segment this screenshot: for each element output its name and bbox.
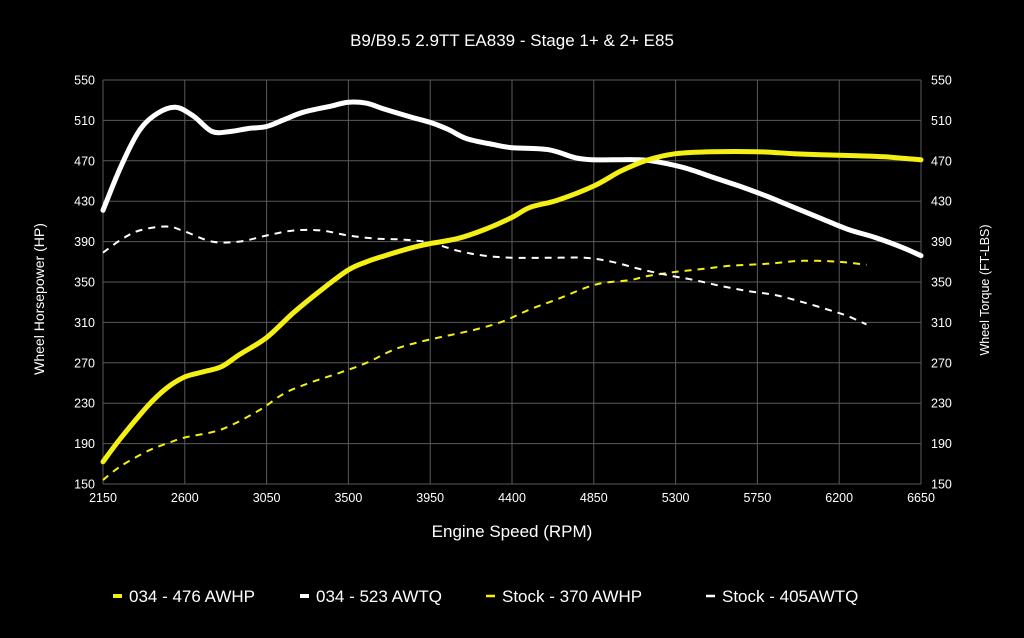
chart-title: B9/B9.5 2.9TT EA839 - Stage 1+ & 2+ E85: [350, 31, 674, 50]
y-right-tick-label: 150: [931, 478, 952, 492]
y-left-tick-label: 550: [74, 74, 95, 88]
y-left-tick-label: 470: [74, 154, 95, 168]
y-right-tick-label: 470: [931, 154, 952, 168]
x-tick-label: 3950: [416, 491, 444, 505]
y-left-tick-label: 230: [74, 397, 95, 411]
y-right-tick-label: 550: [931, 74, 952, 88]
x-tick-label: 3050: [253, 491, 281, 505]
x-tick-label: 2150: [89, 491, 117, 505]
y-right-tick-label: 510: [931, 114, 952, 128]
y-left-tick-label: 510: [74, 114, 95, 128]
y-left-tick-label: 270: [74, 356, 95, 370]
x-tick-label: 2600: [171, 491, 199, 505]
y-left-tick-label: 390: [74, 235, 95, 249]
y-right-tick-label: 430: [931, 195, 952, 209]
legend: 034 - 476 AWHP 034 - 523 AWTQ Stock - 370 …: [113, 587, 858, 606]
series-line-1: [100, 148, 924, 465]
legend-label: 034 - 523 AWTQ: [316, 587, 442, 606]
y-right-tick-labels: 150 190 230 270 310 350 390 430 470 510 550: [931, 74, 952, 492]
y-right-tick-label: 230: [931, 397, 952, 411]
x-tick-labels: 2150 2600 3050 3500 3950 4400 4850 5300 5750 6200…: [89, 491, 935, 505]
y-left-tick-label: 310: [74, 316, 95, 330]
legend-label: Stock - 405AWTQ: [722, 587, 858, 606]
series-line-3: [102, 259, 867, 481]
x-tick-label: 5300: [662, 491, 690, 505]
x-tick-label: 3500: [334, 491, 362, 505]
y-right-tick-label: 390: [931, 235, 952, 249]
x-tick-label: 4400: [498, 491, 526, 505]
x-tick-label: 5750: [743, 491, 771, 505]
y-left-tick-label: 430: [74, 195, 95, 209]
y-right-tick-label: 310: [931, 316, 952, 330]
y-left-tick-labels: 150 190 230 270 310 350 390 430 470 510 550: [74, 74, 95, 492]
y-right-tick-label: 350: [931, 276, 952, 290]
y-left-tick-label: 350: [74, 276, 95, 290]
x-tick-label: 6650: [907, 491, 935, 505]
y-axis-label-left: Wheel Horsepower (HP): [31, 223, 47, 375]
y-left-tick-label: 150: [74, 478, 95, 492]
legend-label: Stock - 370 AWHP: [502, 587, 642, 606]
x-axis-label: Engine Speed (RPM): [432, 522, 593, 541]
series-line-2: [100, 99, 924, 259]
y-left-tick-label: 190: [74, 437, 95, 451]
y-axis-label-right: Wheel Torque (FT-LBS): [978, 224, 992, 355]
legend-label: 034 - 476 AWHP: [129, 587, 255, 606]
y-right-tick-label: 270: [931, 356, 952, 370]
x-tick-label: 6200: [825, 491, 853, 505]
x-tick-label: 4850: [580, 491, 608, 505]
y-right-tick-label: 190: [931, 437, 952, 451]
series-lines: [100, 99, 924, 481]
series-line-4: [102, 225, 867, 326]
